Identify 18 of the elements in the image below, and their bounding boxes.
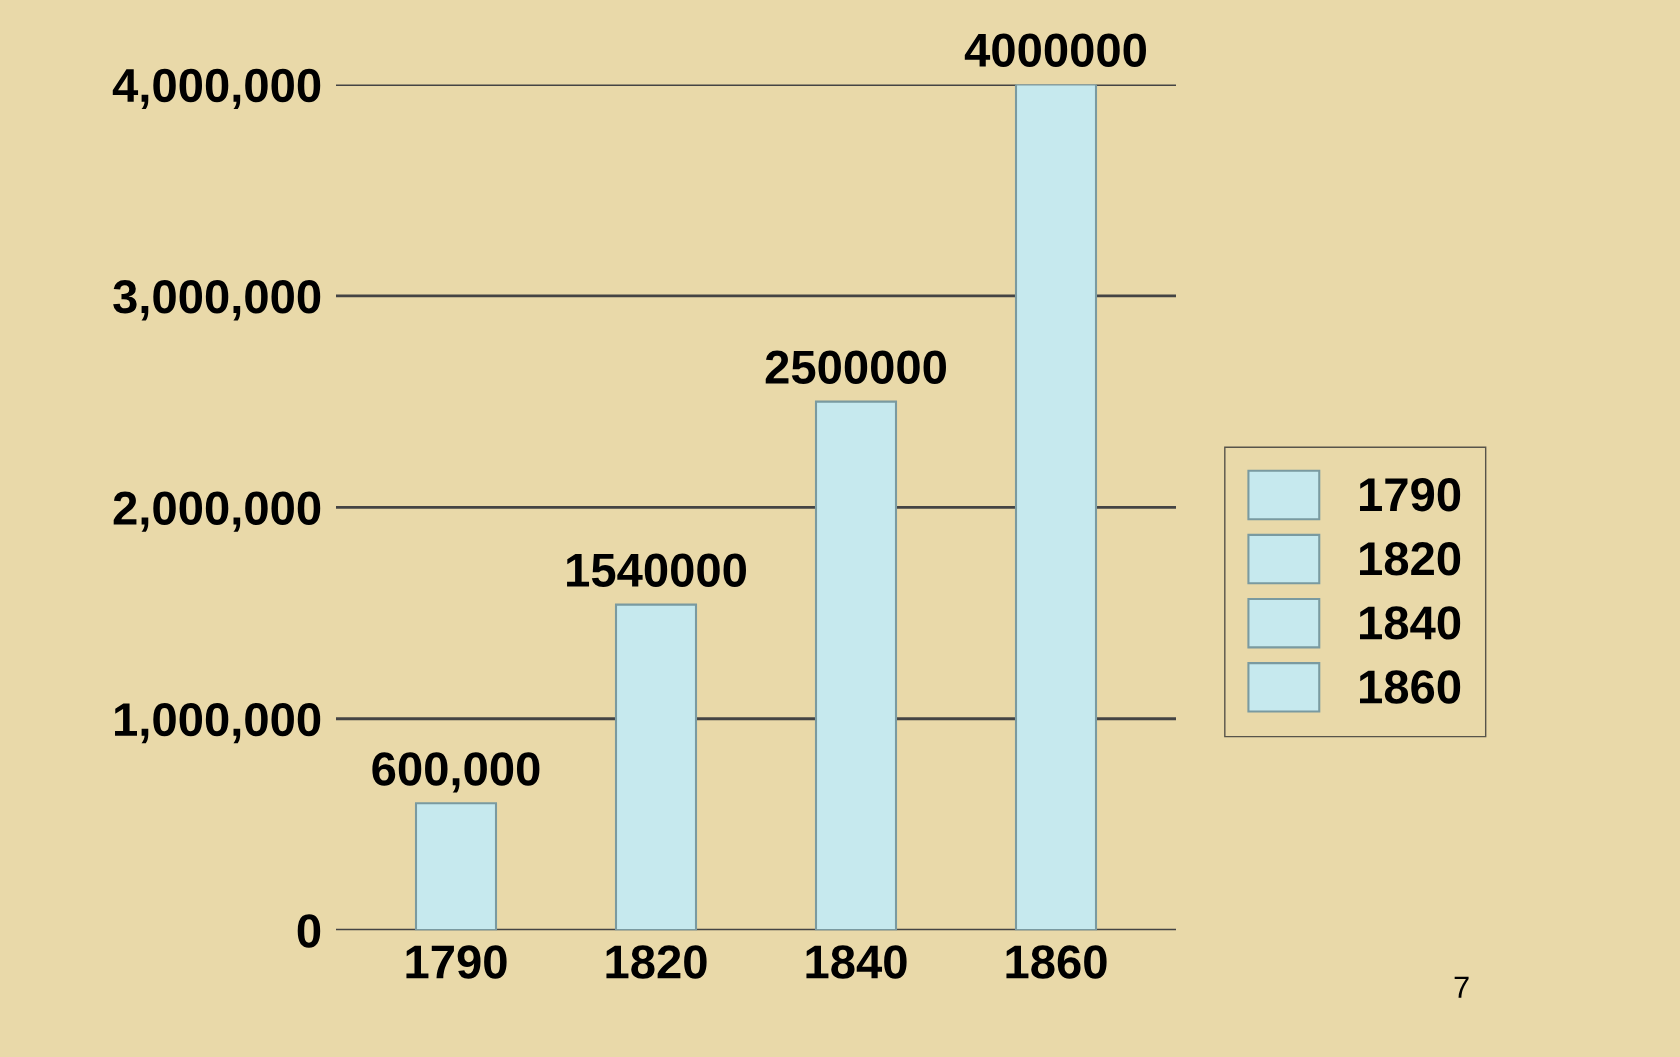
data-label: 4000000 [964,33,1146,67]
data-label: 2500000 [765,350,946,384]
x-tick-label: 1790 [406,945,507,979]
y-tick-label: 3,000,000 [113,280,321,321]
text: 7 [1454,976,1469,998]
x-tick-label: 1860 [1006,945,1107,979]
legend-label: 1840 [1360,606,1461,640]
data-label: 600,000 [372,752,540,793]
y-tick-label: 0 [297,914,321,948]
data-label: 1540000 [567,553,746,587]
legend-label: 1820 [1360,542,1461,576]
y-tick-label: 4,000,000 [112,68,321,109]
y-tick-label: 2,000,000 [113,491,321,532]
x-tick-label: 1840 [806,945,907,979]
y-tick-label: 1,000,000 [115,702,321,744]
legend-label: 1860 [1360,670,1461,704]
legend-label: 1790 [1360,477,1461,512]
x-tick-label: 1820 [606,945,707,979]
